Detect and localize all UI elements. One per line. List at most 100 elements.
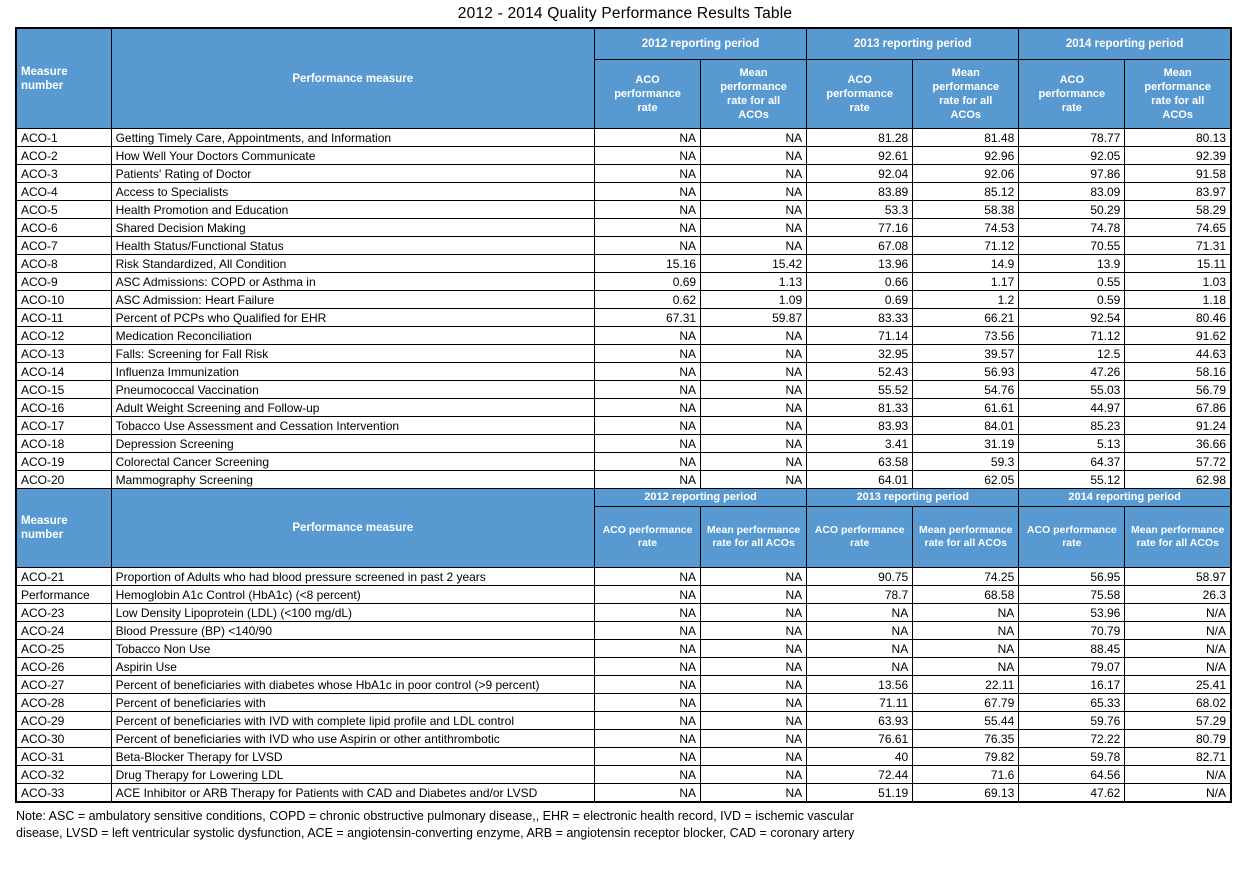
value-cell: 1.17 xyxy=(912,272,1020,291)
value-cell: 83.97 xyxy=(1124,182,1232,201)
value-cell: 15.11 xyxy=(1124,254,1232,273)
value-cell: 47.26 xyxy=(1018,362,1126,381)
value-cell: N/A xyxy=(1124,603,1232,622)
table-row: ACO-17 Tobacco Use Assessment and Cessati… xyxy=(15,416,1232,435)
value-cell: 71.11 xyxy=(806,693,914,712)
measure-number-cell: ACO-6 xyxy=(15,218,112,237)
performance-measure-cell: Tobacco Non Use xyxy=(110,639,595,658)
table-row: ACO-4 Access to Specialists NA NA 83.89 85.12… xyxy=(15,182,1232,201)
value-cell: NA xyxy=(700,747,808,766)
measure-number-cell: ACO-13 xyxy=(15,344,112,363)
value-cell: 71.31 xyxy=(1124,236,1232,255)
value-cell: 74.53 xyxy=(912,218,1020,237)
value-cell: 81.33 xyxy=(806,398,914,417)
value-cell: 55.44 xyxy=(912,711,1020,730)
value-cell: 57.72 xyxy=(1124,452,1232,471)
table-row: ACO-28 Percent of beneficiaries with NA NA 7… xyxy=(15,693,1232,712)
column-header-mean-rate-2013: Mean performance rate for all ACOs xyxy=(912,59,1020,129)
value-cell: 44.63 xyxy=(1124,344,1232,363)
value-cell: 3.41 xyxy=(806,434,914,453)
value-cell: NA xyxy=(700,362,808,381)
measure-number-cell: ACO-7 xyxy=(15,236,112,255)
value-cell: 53.96 xyxy=(1018,603,1126,622)
value-cell: NA xyxy=(912,657,1020,676)
value-cell: 1.13 xyxy=(700,272,808,291)
column-header-aco-rate-2012: ACO performance rate xyxy=(593,506,702,568)
table-row: ACO-16 Adult Weight Screening and Follow-… xyxy=(15,398,1232,417)
performance-measure-cell: Tobacco Use Assessment and Cessation Int… xyxy=(110,416,595,435)
measure-number-cell: ACO-31 xyxy=(15,747,112,766)
value-cell: 59.3 xyxy=(912,452,1020,471)
value-cell: 47.62 xyxy=(1018,783,1126,803)
value-cell: 68.58 xyxy=(912,585,1020,604)
value-cell: 92.04 xyxy=(806,164,914,183)
value-cell: 76.35 xyxy=(912,729,1020,748)
table-row: ACO-18 Depression Screening NA NA 3.41 31.19 5… xyxy=(15,434,1232,453)
value-cell: 1.09 xyxy=(700,290,808,309)
measure-number-cell: ACO-29 xyxy=(15,711,112,730)
measure-number-cell: ACO-21 xyxy=(15,567,112,586)
column-header-mean-rate-2012: Mean performance rate for all ACOs xyxy=(700,59,808,129)
value-cell: 65.33 xyxy=(1018,693,1126,712)
performance-measure-cell: Patients' Rating of Doctor xyxy=(110,164,595,183)
value-cell: 1.18 xyxy=(1124,290,1232,309)
value-cell: 91.58 xyxy=(1124,164,1232,183)
value-cell: 58.97 xyxy=(1124,567,1232,586)
value-cell: 77.16 xyxy=(806,218,914,237)
table-row: ACO-20 Mammography Screening NA NA 64.01 62.0… xyxy=(15,470,1232,489)
value-cell: NA xyxy=(593,639,702,658)
value-cell: NA xyxy=(912,603,1020,622)
value-cell: 13.56 xyxy=(806,675,914,694)
table-row: ACO-15 Pneumococcal Vaccination NA NA 55.52 5… xyxy=(15,380,1232,399)
table-row: ACO-23 Low Density Lipoprotein (LDL) (<10… xyxy=(15,603,1232,622)
value-cell: NA xyxy=(700,218,808,237)
value-cell: 15.16 xyxy=(593,254,702,273)
value-cell: 70.55 xyxy=(1018,236,1126,255)
performance-measure-cell: Low Density Lipoprotein (LDL) (<100 mg/d… xyxy=(110,603,595,622)
footnote-line-1: Note: ASC = ambulatory sensitive conditi… xyxy=(16,809,854,823)
value-cell: 5.13 xyxy=(1018,434,1126,453)
value-cell: NA xyxy=(700,128,808,147)
table-row: ACO-12 Medication Reconciliation NA NA 71.14… xyxy=(15,326,1232,345)
value-cell: NA xyxy=(700,783,808,803)
value-cell: 81.48 xyxy=(912,128,1020,147)
value-cell: NA xyxy=(806,621,914,640)
value-cell: 66.21 xyxy=(912,308,1020,327)
column-header-period-2014: 2014 reporting period xyxy=(1018,27,1232,60)
value-cell: 81.28 xyxy=(806,128,914,147)
measure-number-cell: ACO-30 xyxy=(15,729,112,748)
value-cell: NA xyxy=(700,200,808,219)
performance-measure-cell: Shared Decision Making xyxy=(110,218,595,237)
value-cell: 0.66 xyxy=(806,272,914,291)
measure-number-cell: ACO-11 xyxy=(15,308,112,327)
value-cell: NA xyxy=(593,182,702,201)
value-cell: 13.9 xyxy=(1018,254,1126,273)
value-cell: NA xyxy=(700,711,808,730)
value-cell: 67.86 xyxy=(1124,398,1232,417)
column-header-performance-measure: Performance measure xyxy=(110,27,595,129)
value-cell: NA xyxy=(912,639,1020,658)
measure-number-cell: Performance xyxy=(15,585,112,604)
performance-measure-cell: Hemoglobin A1c Control (HbA1c) (<8 perce… xyxy=(110,585,595,604)
performance-measure-cell: Medication Reconciliation xyxy=(110,326,595,345)
table-row: ACO-19 Colorectal Cancer Screening NA NA 63.… xyxy=(15,452,1232,471)
value-cell: 40 xyxy=(806,747,914,766)
value-cell: NA xyxy=(593,128,702,147)
value-cell: 39.57 xyxy=(912,344,1020,363)
column-header-aco-rate-2013: ACO performance rate xyxy=(806,59,914,129)
value-cell: NA xyxy=(700,675,808,694)
measure-number-cell: ACO-4 xyxy=(15,182,112,201)
value-cell: NA xyxy=(700,639,808,658)
table-row: Performance Hemoglobin A1c Control (HbA1c… xyxy=(15,585,1232,604)
value-cell: 90.75 xyxy=(806,567,914,586)
table-row: ACO-30 Percent of beneficiaries with IVD … xyxy=(15,729,1232,748)
table-row: ACO-32 Drug Therapy for Lowering LDL NA NA 7… xyxy=(15,765,1232,784)
measure-number-cell: ACO-33 xyxy=(15,783,112,803)
measure-number-cell: ACO-2 xyxy=(15,146,112,165)
measure-number-cell: ACO-12 xyxy=(15,326,112,345)
quality-results-table: Measure number Performance measure 2012 … xyxy=(15,27,1232,803)
measure-number-cell: ACO-9 xyxy=(15,272,112,291)
value-cell: 69.13 xyxy=(912,783,1020,803)
value-cell: NA xyxy=(700,585,808,604)
value-cell: NA xyxy=(593,470,702,489)
